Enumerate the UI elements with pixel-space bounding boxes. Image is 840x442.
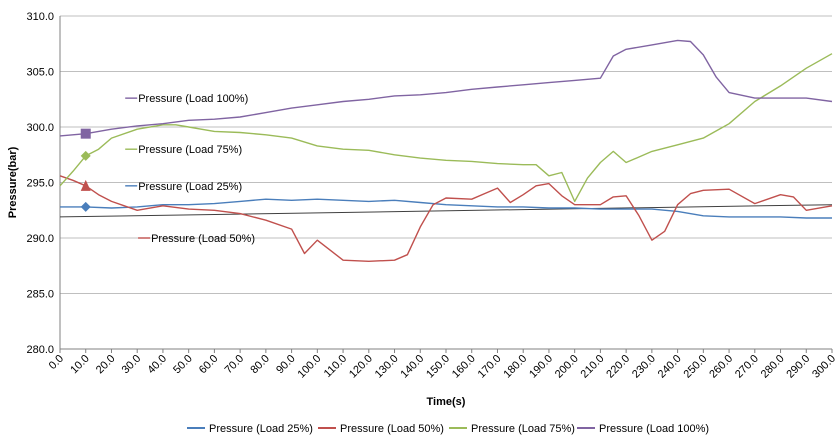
legend: Pressure (Load 25%) Pressure (Load 50%) Pr… <box>187 423 709 435</box>
x-tick-label: 80.0 <box>248 353 272 377</box>
inline-label: Pressure (Load 50%) <box>151 233 255 245</box>
x-tick-label: 100.0 <box>296 353 324 381</box>
x-tick-label: 250.0 <box>682 353 710 381</box>
x-tick-label: 290.0 <box>784 353 812 381</box>
x-tick-label: 270.0 <box>733 353 761 381</box>
x-tick-label: 210.0 <box>579 353 607 381</box>
series-lines <box>59 39 833 262</box>
x-tick-label: 50.0 <box>171 353 195 377</box>
y-tick-label: 300.0 <box>26 122 54 134</box>
x-tick-label: 120.0 <box>347 353 375 381</box>
x-tick-label: 180.0 <box>501 353 529 381</box>
legend-entry-pressure-load-100: Pressure (Load 100%) <box>599 423 709 435</box>
x-tick-label: 70.0 <box>223 353 247 377</box>
y-tick-label: 290.0 <box>26 233 54 245</box>
x-axis-title: Time(s) <box>427 396 466 408</box>
x-tick-label: 90.0 <box>274 353 298 377</box>
x-tick-label: 170.0 <box>476 353 504 381</box>
series-marker-pressure-load-100 <box>80 128 91 139</box>
series-line-pressure-load-75 <box>59 53 833 203</box>
x-tick-label: 40.0 <box>145 353 169 377</box>
inline-labels: Pressure (Load 100%) Pressure (Load 75%) P… <box>125 93 255 245</box>
inline-label: Pressure (Load 25%) <box>138 181 242 193</box>
x-tick-label: 280.0 <box>759 353 787 381</box>
x-tick-label: 230.0 <box>630 353 658 381</box>
y-tick-label: 280.0 <box>26 344 54 356</box>
x-tick-label: 130.0 <box>373 353 401 381</box>
y-tick-label: 305.0 <box>26 67 54 79</box>
inline-label: Pressure (Load 75%) <box>138 144 242 156</box>
series-markers <box>80 128 91 212</box>
x-tick-label: 150.0 <box>424 353 452 381</box>
series-marker-pressure-load-75 <box>80 150 91 161</box>
x-tick-label: 260.0 <box>707 353 735 381</box>
x-tick-label: 190.0 <box>527 353 555 381</box>
series-marker-pressure-load-50 <box>80 179 91 191</box>
x-tick-label: 10.0 <box>68 353 92 377</box>
x-tick-label: 60.0 <box>197 353 221 377</box>
series-line-pressure-load-100 <box>59 39 833 137</box>
x-tick-label: 220.0 <box>604 353 632 381</box>
x-tick-label: 110.0 <box>322 353 349 380</box>
trendline <box>59 204 833 218</box>
x-tick-label: 200.0 <box>553 353 581 381</box>
legend-entry-pressure-load-50: Pressure (Load 50%) <box>340 423 444 435</box>
x-tick-label: 30.0 <box>120 353 144 377</box>
y-axis-title: Pressure(bar) <box>7 146 19 218</box>
x-tick-label: 20.0 <box>94 353 118 377</box>
x-tick-labels: 0.0 10.0 20.0 30.0 40.0 50.0 60.0 70.0 80.0 90.01… <box>47 353 838 381</box>
inline-label: Pressure (Load 100%) <box>138 93 248 105</box>
legend-entry-pressure-load-75: Pressure (Load 75%) <box>471 423 575 435</box>
y-tick-label: 310.0 <box>26 11 54 23</box>
series-line-pressure-load-50 <box>59 175 833 262</box>
y-tick-label: 295.0 <box>26 178 54 190</box>
x-tick-label: 140.0 <box>398 353 426 381</box>
axes <box>59 16 833 353</box>
trendline-layer <box>59 204 833 218</box>
y-tick-label: 285.0 <box>26 289 54 301</box>
x-tick-label: 300.0 <box>810 353 838 381</box>
x-tick-label: 240.0 <box>656 353 684 381</box>
legend-entry-pressure-load-25: Pressure (Load 25%) <box>209 423 313 435</box>
x-tick-label: 160.0 <box>450 353 478 381</box>
y-tick-labels: 280.0 285.0 290.0 295.0 300.0 305.0 310.0 <box>26 11 54 356</box>
series-line-pressure-load-25 <box>60 198 832 219</box>
series-marker-pressure-load-25 <box>80 201 91 212</box>
